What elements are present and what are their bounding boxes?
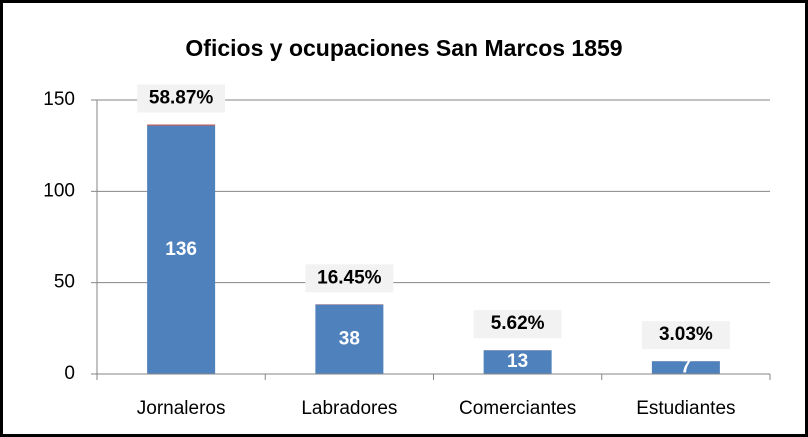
x-tick-label: Comerciantes (459, 398, 576, 419)
bar (147, 124, 216, 126)
data-label-box (473, 310, 562, 339)
y-tick-label: 100 (43, 180, 75, 201)
x-tick-label: Labradores (301, 398, 397, 419)
data-label: 38 (339, 328, 360, 349)
bar (147, 125, 216, 374)
y-tick-label: 0 (64, 363, 75, 384)
chart-title: Oficios y ocupaciones San Marcos 1859 (185, 35, 622, 61)
bar (315, 304, 384, 374)
data-label: 58.87% (149, 88, 214, 109)
x-tick-label: Jornaleros (137, 398, 226, 419)
data-label-box (641, 321, 730, 350)
y-tick-label: 150 (43, 89, 75, 110)
data-label: 3.03% (659, 324, 713, 345)
data-label-box (137, 84, 226, 113)
data-label: 16.45% (317, 267, 382, 288)
data-label: 7 (681, 357, 692, 378)
bar (483, 350, 552, 374)
data-label-box (305, 264, 394, 293)
data-label: 136 (165, 239, 197, 260)
data-label: 5.62% (491, 313, 545, 334)
bar (651, 361, 720, 374)
y-tick-label: 50 (54, 272, 75, 293)
x-tick-label: Estudiantes (636, 398, 735, 419)
data-label: 13 (507, 351, 528, 372)
